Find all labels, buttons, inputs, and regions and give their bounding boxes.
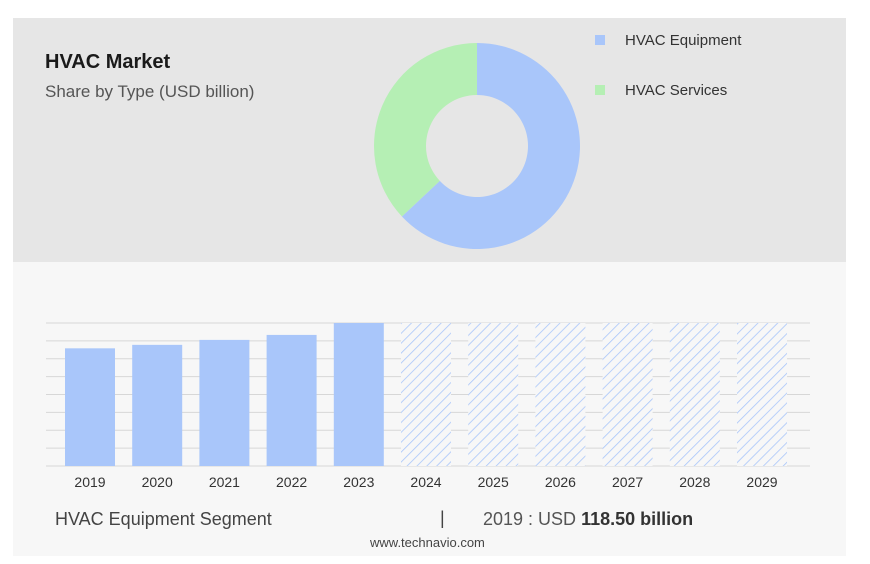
bar-2020 — [132, 344, 183, 466]
x-tick-2024: 2024 — [410, 474, 441, 490]
x-tick-2023: 2023 — [343, 474, 374, 490]
x-tick-2020: 2020 — [142, 474, 173, 490]
x-tick-2019: 2019 — [74, 474, 105, 490]
bar-2021 — [199, 339, 250, 466]
forecast-bar-2027 — [602, 323, 653, 466]
donut-slice-services — [374, 43, 477, 217]
forecast-bar-2025 — [468, 323, 519, 466]
segment-value-amount: 118.50 billion — [581, 509, 694, 529]
legend-swatch-services — [595, 85, 605, 95]
donut-slice-equipment — [401, 43, 580, 249]
bar-chart: 2019 2020 2021 2022 2023 2024 2025 2026 2027 2028… — [46, 322, 810, 490]
bar-2023 — [333, 323, 384, 466]
legend: HVAC Equipment HVAC Services — [595, 30, 741, 130]
x-tick-2026: 2026 — [545, 474, 576, 490]
legend-label-services: HVAC Services — [625, 81, 728, 99]
share-panel: HVAC Market Share by Type (USD billion) … — [13, 18, 846, 262]
forecast-bar-2026 — [535, 323, 586, 466]
x-tick-2029: 2029 — [746, 474, 777, 490]
bar-2022 — [266, 334, 317, 466]
segment-year-prefix: 2019 : USD — [483, 509, 577, 529]
chart-title: HVAC Market — [45, 51, 171, 73]
bar-2019 — [65, 348, 115, 466]
chart-card: HVAC Market Share by Type (USD billion) … — [13, 18, 846, 556]
forecast-bar-2028 — [669, 323, 720, 466]
website-label: www.technavio.com — [370, 535, 485, 550]
x-tick-2022: 2022 — [276, 474, 307, 490]
footer-divider: | — [440, 508, 445, 528]
forecast-bar-2029 — [737, 323, 787, 466]
forecast-bar-2024 — [401, 323, 451, 466]
segment-label: HVAC Equipment Segment — [55, 509, 272, 529]
legend-item-services: HVAC Services — [595, 80, 741, 100]
legend-swatch-equipment — [595, 35, 605, 45]
x-tick-2025: 2025 — [478, 474, 509, 490]
segment-value: 2019 : USD 118.50 billion — [483, 509, 693, 530]
donut-chart — [374, 43, 580, 249]
x-tick-2021: 2021 — [209, 474, 240, 490]
x-tick-2028: 2028 — [679, 474, 710, 490]
x-tick-2027: 2027 — [612, 474, 643, 490]
chart-subtitle: Share by Type (USD billion) — [45, 82, 255, 101]
legend-label-equipment: HVAC Equipment — [625, 31, 742, 49]
legend-item-equipment: HVAC Equipment — [595, 30, 741, 50]
